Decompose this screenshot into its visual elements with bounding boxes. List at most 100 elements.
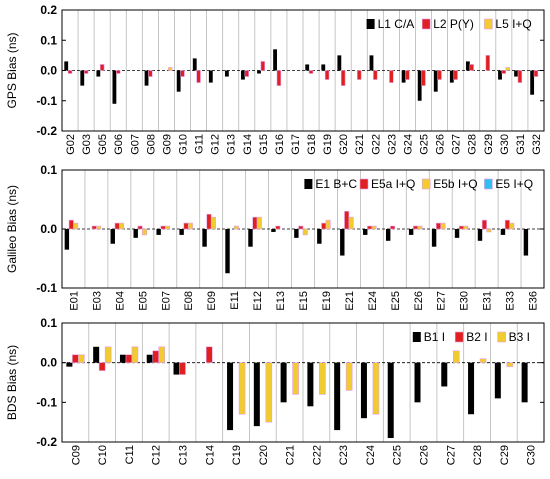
galileo-xtick-label-e15: E15 [298,291,310,311]
gps-xtick-label-g11: G11 [194,134,206,154]
galileo-bar-e15-s1 [298,225,304,230]
gps-xtick-label-g17: G17 [290,134,302,155]
gps-bar-g25-s0 [417,70,422,101]
bds-xtick-label-c29: C29 [499,445,511,465]
galileo-bar-e13-s1 [275,225,281,230]
galileo-bar-e25-s1 [390,225,396,230]
gps-bar-g20-s1 [340,70,346,86]
gps-bar-g23-s1 [389,70,394,83]
galileo-bar-e26-s2 [417,225,423,230]
bds-xtick-label-c26: C26 [419,445,431,465]
bds-bar-c29-s2 [506,362,514,367]
galileo-bar-e21-s0 [340,229,345,256]
gps-ytick-label: 0.2 [40,3,57,17]
gps-bar-g26-s0 [433,70,438,92]
bds-bar-c10-s0 [93,346,100,363]
gps-bar-g12-s0 [208,70,213,83]
galileo-bar-e04-s1 [114,222,120,230]
bds-bar-c24-s2 [372,362,380,415]
galileo-bar-e03-s1 [91,225,97,230]
galileo-bar-e03-s2 [96,225,102,230]
gps-ylabel: GPS Bias (ns) [5,32,19,108]
gps-bar-g13-s0 [224,70,229,77]
bds-bar-c28-s0 [468,362,475,415]
galileo-bar-e31-s1 [481,219,487,230]
galileo-bar-e26-s0 [408,229,414,235]
bds-xtick-label-c30: C30 [526,445,538,465]
bds-bar-c30-s0 [521,362,528,403]
bds-bar-c25-s0 [387,362,394,439]
galileo-bar-e30-s0 [454,229,460,238]
galileo-bar-e09-s1 [206,213,212,230]
gps-bar-g32-s0 [530,70,535,95]
gps-bar-g06-s1 [116,70,121,74]
galileo-ytick-label: 0.0 [40,222,57,236]
bds-bar-c12-s0 [146,354,153,363]
galileo-bar-e05-s1 [137,225,143,230]
gps-bar-g24-s0 [401,70,406,83]
bds-xtick-label-c14: C14 [204,445,216,465]
galileo-bar-e21-s1 [344,211,350,230]
galileo-ylabel: Galileo Bias (ns) [5,185,19,273]
galileo-xtick-label-e24: E24 [367,291,379,311]
bds-xtick-label-c27: C27 [445,445,457,465]
galileo-bar-e08-s2 [187,222,193,230]
galileo-bar-e21-s2 [348,216,354,230]
galileo-xtick-label-e13: E13 [275,291,287,311]
galileo-bar-e04-s0 [110,229,115,244]
galileo-legend-label: E5a I+Q [371,177,415,191]
gps-bar-g21-s1 [357,70,362,80]
galileo-bar-e25-s0 [385,229,391,241]
gps-legend-swatch [484,18,493,30]
gps-bar-g14-s1 [244,70,249,77]
galileo-bar-e19-s2 [325,219,331,230]
bds-bar-c13-s1 [179,362,186,375]
gps-ytick-label: 0.1 [40,33,57,47]
gps-ytick-label: -0.1 [36,94,57,108]
bds-xtick-label-c09: C09 [70,445,82,465]
gps-bar-g18-s0 [305,64,310,71]
gps-bar-g02-s1 [67,70,73,74]
gps-bar-g27-s0 [449,70,454,83]
gps-xtick-label-g06: G06 [113,134,125,155]
bds-xtick-label-c20: C20 [258,445,270,465]
galileo-xtick-label-e21: E21 [344,291,356,311]
galileo-xtick-label-e30: E30 [459,291,471,311]
galileo-bar-e08-s0 [179,229,184,235]
galileo-bar-e05-s2 [142,228,148,236]
gps-xtick-label-g24: G24 [402,134,414,155]
galileo-bar-e27-s1 [436,222,442,230]
gps-ytick-label: 0.0 [40,64,57,78]
bds-bar-c23-s2 [345,362,353,391]
galileo-panel: -0.1 0.0 0.1 Galileo Bias (ns) E01 E03 E04 E05 E… [5,163,545,311]
gps-bar-g25-s1 [421,70,426,86]
galileo-bar-e07-s2 [164,225,170,230]
galileo-bar-e01-s1 [68,219,74,230]
bds-xtick-label-c12: C12 [151,445,163,465]
bds-xtick-label-c11: C11 [124,445,136,464]
gps-bar-g19-s1 [324,70,330,80]
galileo-bar-e15-s2 [302,228,308,236]
bds-bar-c24-s0 [360,362,367,419]
galileo-bar-e09-s0 [202,229,207,247]
gps-legend-label: L1 C/A [378,17,415,31]
bds-bar-c09-s1 [72,354,79,363]
galileo-bar-e27-s0 [431,229,437,247]
galileo-bar-e09-s2 [210,216,216,230]
bds-bar-c22-s0 [307,362,314,407]
gps-xtick-label-g27: G27 [451,134,463,155]
galileo-xtick-label-e33: E33 [505,291,517,311]
gps-xtick-label-g03: G03 [81,134,93,155]
bds-xtick-label-c22: C22 [311,445,323,465]
gps-xtick-label-g08: G08 [145,134,157,155]
galileo-bar-e01-s2 [73,222,79,230]
gps-bar-g16-s0 [273,49,277,71]
galileo-bar-e33-s1 [504,219,510,230]
galileo-xtick-label-e25: E25 [390,291,402,311]
gps-xtick-label-g22: G22 [370,134,382,155]
bds-bar-c27-s0 [441,362,448,387]
galileo-bar-e24-s2 [371,225,377,230]
bds-legend: B1 I B2 I B3 I [412,330,530,344]
galileo-bar-e13-s0 [271,229,276,232]
